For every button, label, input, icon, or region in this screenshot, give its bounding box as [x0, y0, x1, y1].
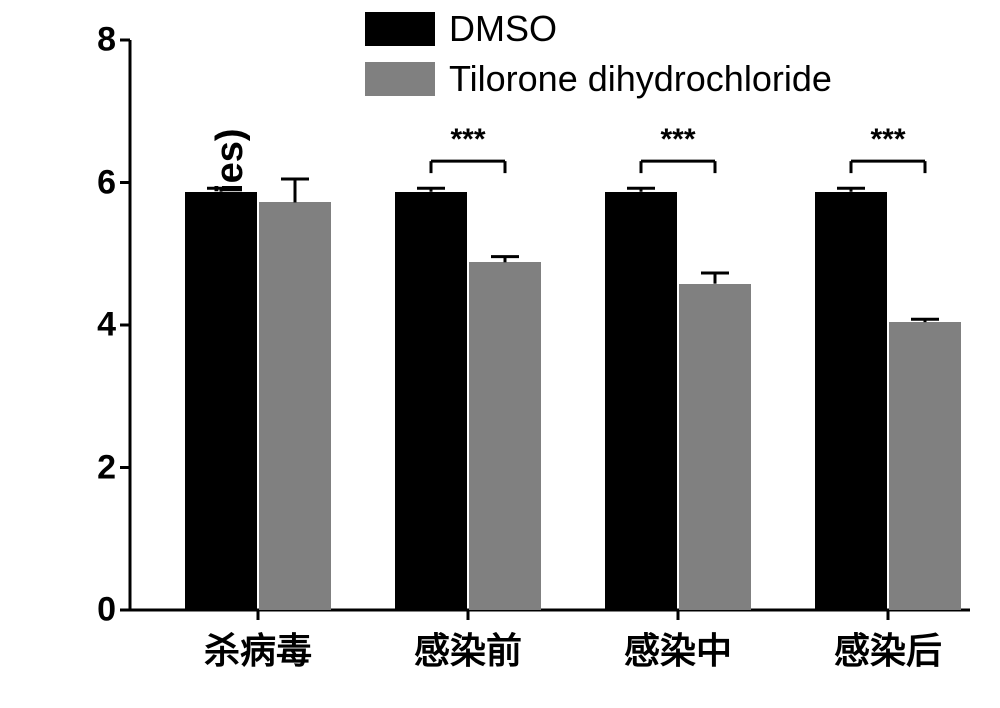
legend-item: DMSO [365, 8, 832, 50]
significance-label: *** [870, 123, 905, 157]
bar-chart: Lg(Viral genomic copies) DMSOTilorone di… [0, 0, 1000, 708]
plot-area [130, 40, 970, 610]
legend-swatch [365, 62, 435, 96]
legend-label: DMSO [449, 8, 557, 50]
y-tick-label: 4 [0, 306, 116, 345]
legend-swatch [365, 12, 435, 46]
y-tick-label: 0 [0, 591, 116, 630]
y-tick-label: 2 [0, 448, 116, 487]
x-tick-label: 感染中 [624, 622, 732, 674]
x-tick-label: 感染后 [834, 622, 942, 674]
significance-label: *** [450, 123, 485, 157]
x-tick-label: 感染前 [414, 622, 522, 674]
y-tick-label: 8 [0, 21, 116, 60]
y-tick-label: 6 [0, 163, 116, 202]
legend-item: Tilorone dihydrochloride [365, 58, 832, 100]
x-tick-label: 杀病毒 [204, 622, 312, 674]
significance-bracket [130, 40, 970, 610]
significance-label: *** [660, 123, 695, 157]
legend: DMSO Tilorone dihydrochloride [365, 8, 832, 100]
legend-label: Tilorone dihydrochloride [449, 58, 832, 100]
